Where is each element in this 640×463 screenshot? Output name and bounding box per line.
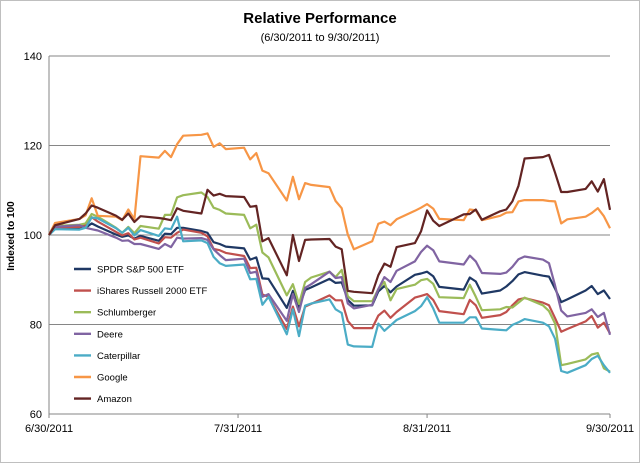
x-tick-label: 6/30/2011 bbox=[25, 423, 73, 435]
legend: SPDR S&P 500 ETF iShares Russell 2000 ETF… bbox=[74, 265, 208, 405]
gridlines bbox=[49, 55, 610, 325]
legend-label: Schlumberger bbox=[97, 308, 156, 319]
legend-label: Deere bbox=[97, 329, 123, 340]
y-tick-label: 100 bbox=[24, 230, 42, 242]
y-tick-label: 60 bbox=[30, 409, 42, 421]
legend-label: SPDR S&P 500 ETF bbox=[97, 265, 184, 276]
series-line-5 bbox=[48, 132, 611, 251]
legend-label: Caterpillar bbox=[97, 351, 140, 362]
y-axis-label: Indexed to 100 bbox=[6, 201, 17, 271]
series-line-3 bbox=[48, 224, 612, 336]
x-tick-label: 7/31/2011 bbox=[214, 423, 262, 435]
y-tick-label: 120 bbox=[24, 141, 42, 153]
y-tick-label: 80 bbox=[30, 320, 42, 332]
legend-label: Amazon bbox=[97, 394, 132, 405]
x-tick-label: 9/30/2011 bbox=[586, 423, 634, 435]
x-tick-label: 8/31/2011 bbox=[403, 423, 451, 435]
series-line-6 bbox=[48, 153, 612, 295]
chart-subtitle: (6/30/2011 to 9/30/2011) bbox=[261, 32, 380, 44]
chart-title: Relative Performance bbox=[243, 10, 396, 27]
series-line-1 bbox=[48, 216, 611, 334]
legend-label: iShares Russell 2000 ETF bbox=[97, 286, 208, 297]
y-tick-label: 140 bbox=[24, 51, 42, 63]
series-line-0 bbox=[48, 222, 611, 309]
legend-label: Google bbox=[97, 373, 128, 384]
series-line-4 bbox=[48, 215, 611, 374]
series-lines bbox=[48, 132, 612, 374]
